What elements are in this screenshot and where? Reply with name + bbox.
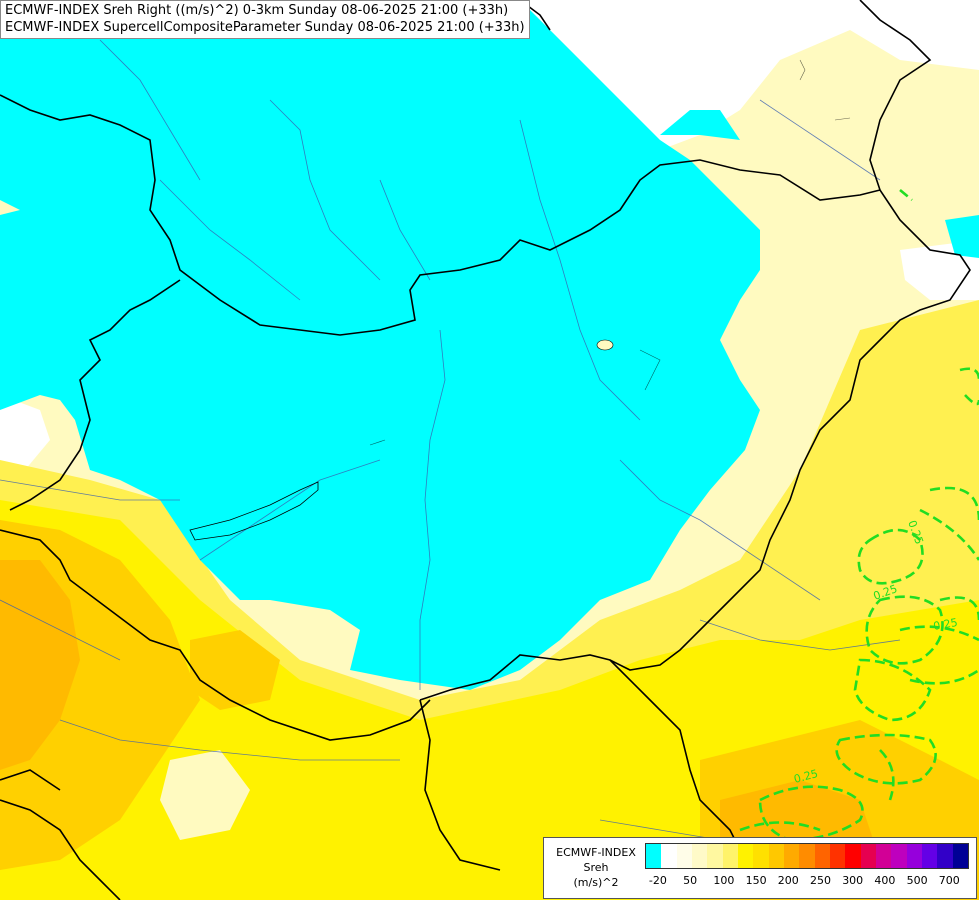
legend-swatch [768, 844, 784, 868]
legend-swatch [937, 844, 953, 868]
legend-swatch [661, 844, 677, 868]
lake [189, 481, 319, 541]
legend-swatch [737, 844, 754, 868]
legend-swatch [722, 844, 738, 868]
legend-tick: 400 [874, 874, 896, 887]
region-borders [369, 59, 851, 446]
color-legend: ECMWF-INDEX Sreh (m/s)^2 -20 50 100 150 200 2… [543, 837, 977, 899]
legend-line-2: Sreh [583, 861, 609, 874]
small-lake [596, 339, 614, 351]
legend-swatch [906, 844, 922, 868]
legend-tick: -20 [648, 874, 667, 887]
legend-swatch [952, 844, 968, 868]
cyan-patch-east [945, 215, 979, 258]
legend-tick: 250 [809, 874, 831, 887]
legend-swatch [891, 844, 907, 868]
legend-swatch [753, 844, 769, 868]
map-title: ECMWF-INDEX Sreh Right ((m/s)^2) 0-3km S… [0, 0, 530, 39]
legend-swatch [783, 844, 800, 868]
legend-swatch [875, 844, 892, 868]
contour-label-3: 0.25 [792, 767, 819, 786]
legend-swatch [691, 844, 708, 868]
legend-tick: 200 [777, 874, 799, 887]
rivers [0, 39, 901, 841]
legend-line-3: (m/s)^2 [573, 876, 619, 889]
legend-swatch [921, 844, 938, 868]
legend-swatch [860, 844, 876, 868]
legend-tick: 700 [938, 874, 960, 887]
title-line-2: ECMWF-INDEX SupercellCompositeParameter … [5, 20, 525, 35]
legend-swatch [646, 844, 662, 868]
dark-orange-area [0, 560, 80, 770]
pale-spot-south [160, 750, 250, 840]
legend-swatch [845, 844, 861, 868]
white-area-north [520, 0, 979, 150]
orange-spot-center [190, 630, 280, 710]
legend-line-1: ECMWF-INDEX [556, 846, 636, 859]
cyan-patch-north [660, 110, 740, 140]
legend-title: ECMWF-INDEX Sreh (m/s)^2 [548, 845, 644, 890]
title-line-1: ECMWF-INDEX Sreh Right ((m/s)^2) 0-3km S… [5, 3, 509, 18]
legend-tick: 50 [683, 874, 698, 887]
legend-swatch [799, 844, 815, 868]
contour-label-2: 0.25 [932, 616, 958, 633]
legend-ticks: -20 50 100 150 200 250 300 400 500 700 [645, 874, 967, 890]
legend-swatch [814, 844, 830, 868]
legend-swatch [829, 844, 846, 868]
legend-swatch [707, 844, 723, 868]
legend-tick: 100 [713, 874, 735, 887]
white-area-west [0, 395, 50, 480]
legend-tick: 150 [745, 874, 767, 887]
cyan-region [0, 0, 760, 690]
legend-tick: 300 [842, 874, 864, 887]
legend-tick: 500 [906, 874, 928, 887]
legend-color-bar [645, 843, 969, 869]
legend-swatch [676, 844, 692, 868]
